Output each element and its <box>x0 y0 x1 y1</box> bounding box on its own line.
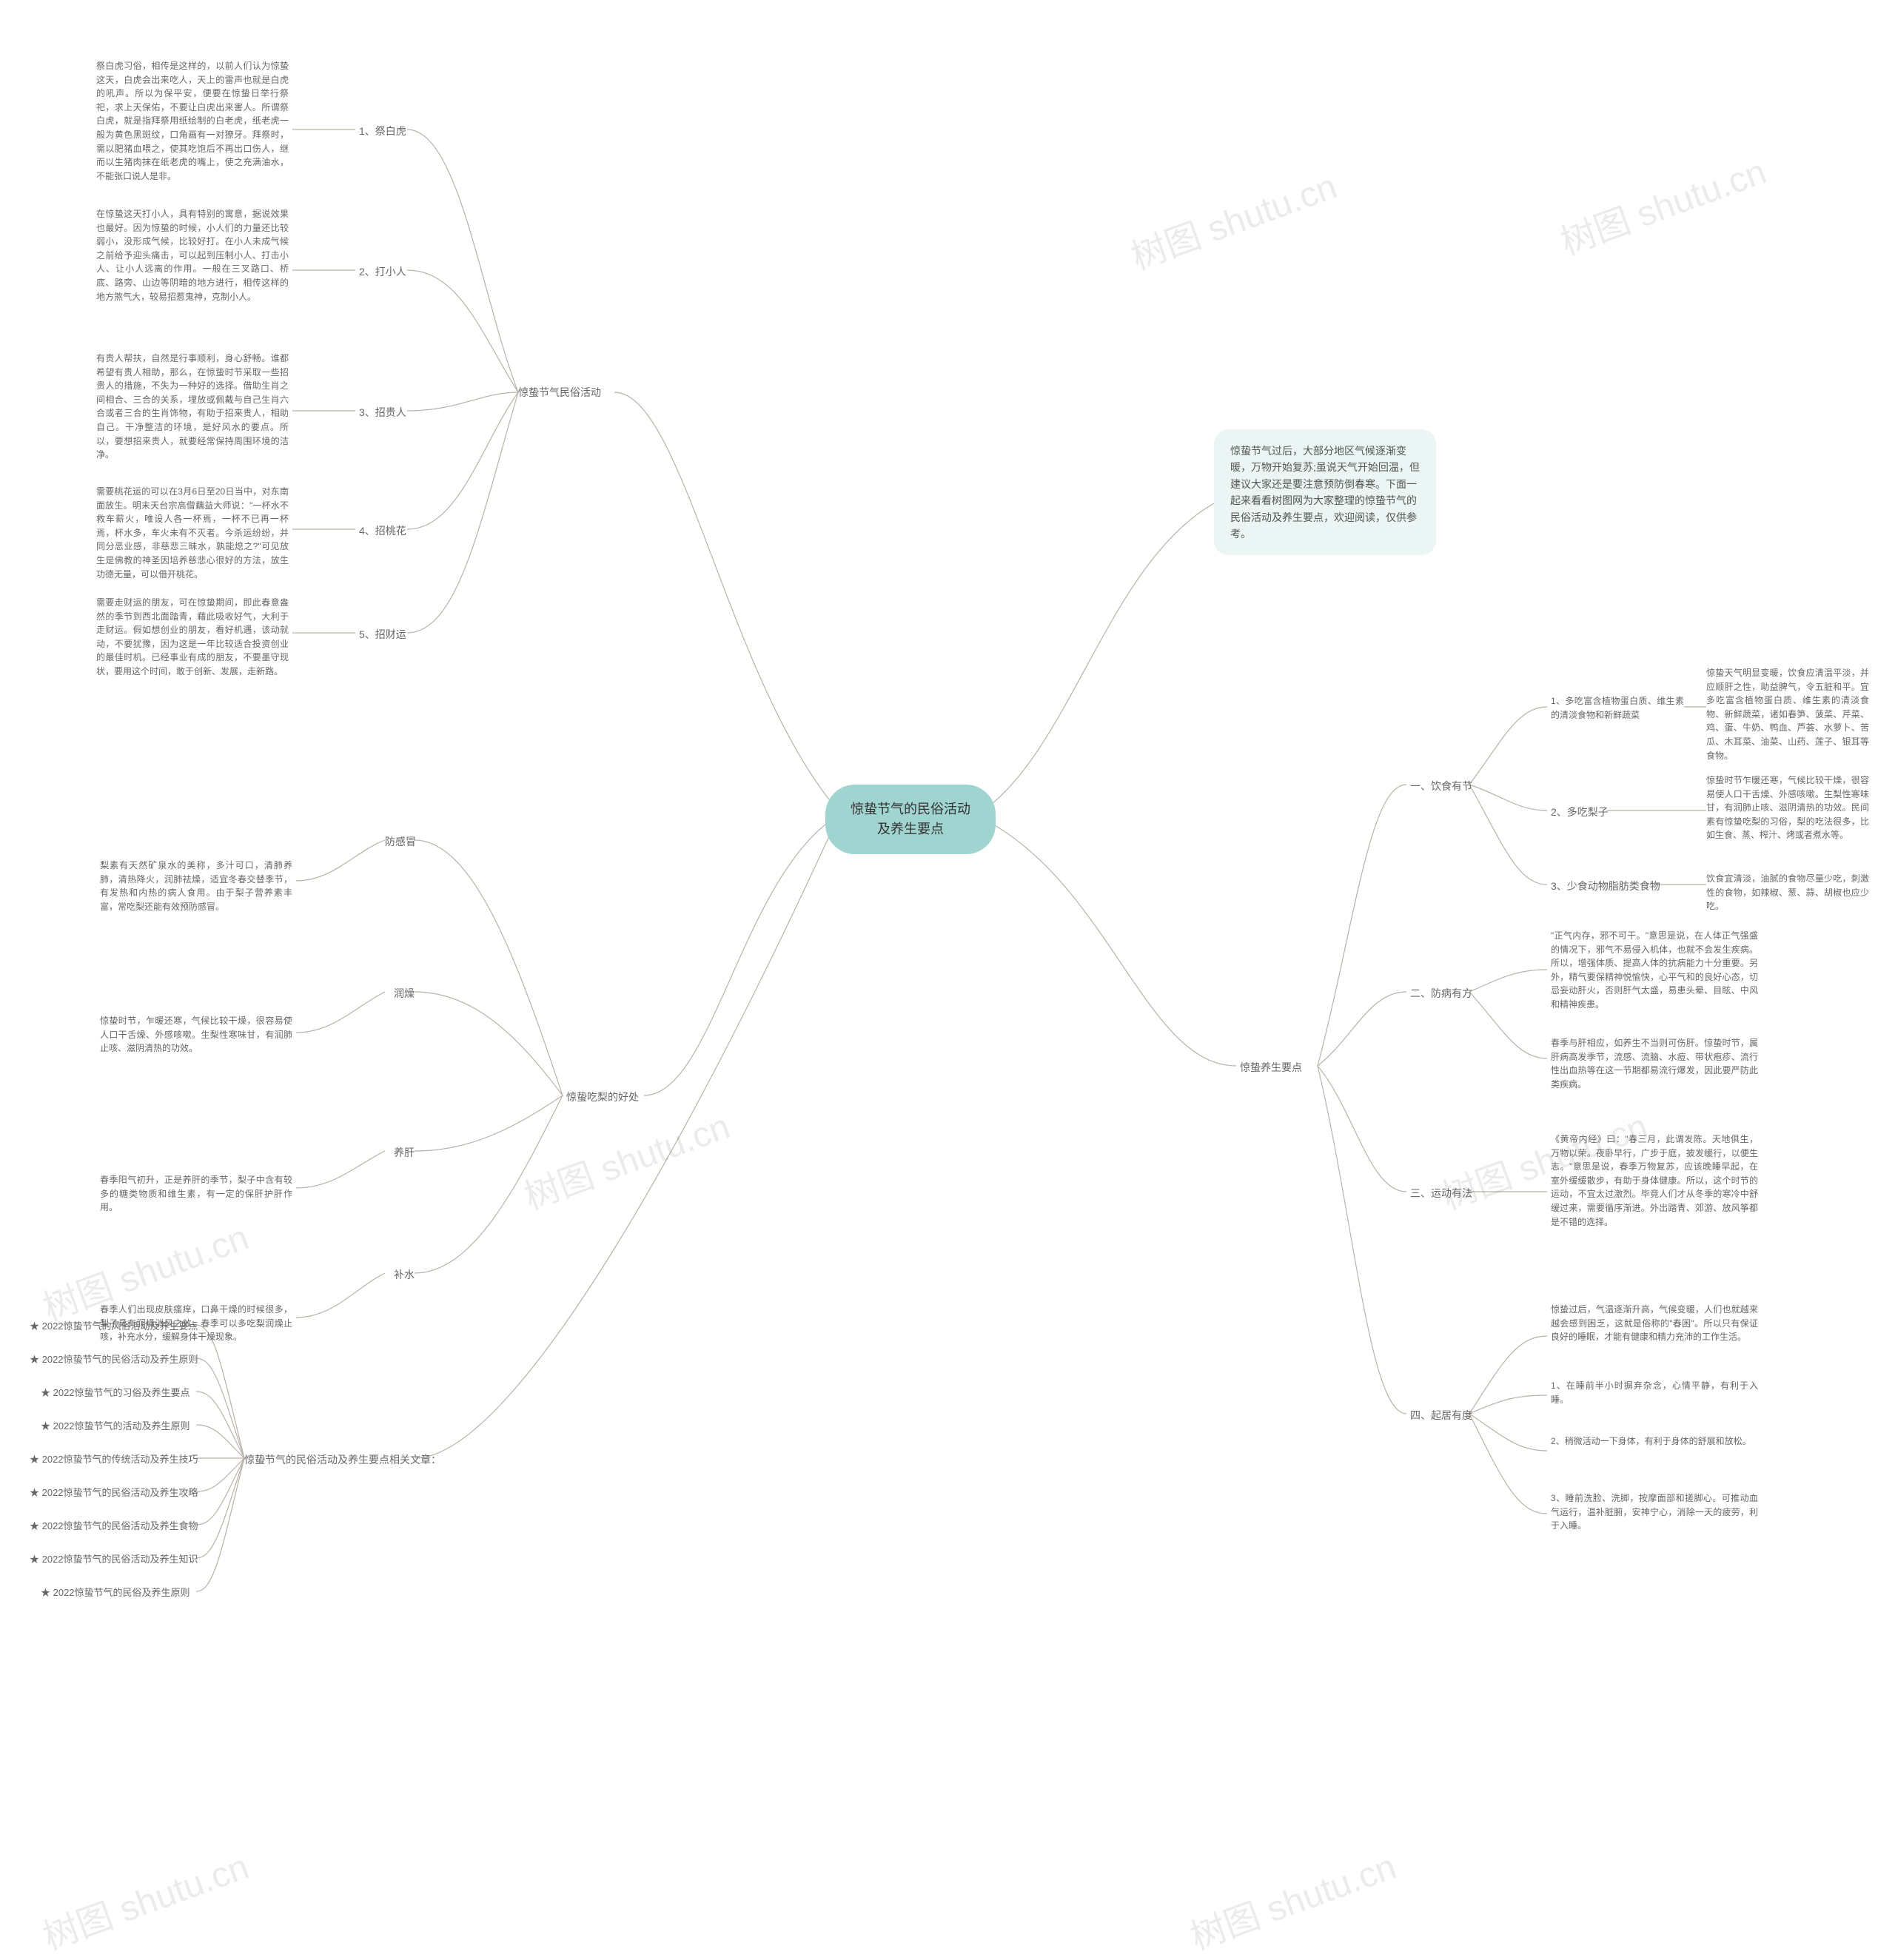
watermark: 树图 shutu.cn <box>35 1837 255 1959</box>
watermark: 树图 shutu.cn <box>1123 157 1343 279</box>
branch-folk[interactable]: 惊蛰节气民俗活动 <box>518 385 601 400</box>
folk-item-2-num: 2、打小人 <box>359 264 406 280</box>
pear-sub-3-text: 春季阳气初升，正是养肝的季节，梨子中含有较多的糖类物质和维生素，有一定的保肝护肝… <box>100 1173 292 1215</box>
diet-sub-3-desc: 饮食宜清淡，油腻的食物尽量少吃，刺激性的食物，如辣椒、葱、蒜、胡椒也应少吃。 <box>1706 872 1869 913</box>
related-item[interactable]: ★ 2022惊蛰节气的民俗活动及养生原则 <box>30 1352 198 1367</box>
health-disease-title: 二、防病有方 <box>1410 986 1472 1001</box>
related-item[interactable]: ★ 2022惊蛰节气的习俗及养生要点 <box>41 1386 190 1400</box>
health-diet-title: 一、饮食有节 <box>1410 779 1472 794</box>
pear-sub-2-title: 润燥 <box>394 986 415 1001</box>
diet-sub-1-desc: 惊蛰天气明显变暖，饮食应清温平淡，并应顺肝之性，助益脾气，令五脏和平。宜多吃富含… <box>1706 666 1869 762</box>
folk-item-1-text: 祭白虎习俗，相传是这样的，以前人们认为惊蛰这天，白虎会出来吃人，天上的雷声也就是… <box>96 59 289 183</box>
folk-item-5-text: 需要走财运的朋友，可在惊蛰期间，即此春意盎然的季节到西北面踏青，藉此吸收好气，大… <box>96 596 289 679</box>
folk-item-4-num: 4、招桃花 <box>359 523 406 539</box>
pear-sub-4-title: 补水 <box>394 1267 415 1283</box>
diet-sub-1-title: 1、多吃富含植物蛋白质、维生素的清淡食物和新鲜蔬菜 <box>1551 694 1684 722</box>
diet-sub-2-desc: 惊蛰时节乍暖还寒，气候比较干燥，很容易使人口干舌燥、外感咳嗽。生梨性寒味甘，有润… <box>1706 773 1869 842</box>
disease-text-1: "正气内存，邪不可干。"意思是说，在人体正气强盛的情况下，邪气不易侵入机体，也就… <box>1551 929 1758 1012</box>
related-item[interactable]: ★ 2022惊蛰节气的民俗活动及养生食物 <box>30 1519 198 1534</box>
branch-health[interactable]: 惊蛰养生要点 <box>1240 1060 1302 1075</box>
living-sub-3: 3、睡前洗脸、洗脚，按摩面部和搓脚心。可推动血气运行，温补脏腑，安神宁心，消除一… <box>1551 1491 1758 1533</box>
pear-sub-2-text: 惊蛰时节，乍暖还寒，气候比较干燥，很容易使人口干舌燥、外感咳嗽。生梨性寒味甘，有… <box>100 1014 292 1055</box>
intro-node: 惊蛰节气过后，大部分地区气候逐渐变暖，万物开始复苏;虽说天气开始回温，但建议大家… <box>1214 429 1436 555</box>
root-node[interactable]: 惊蛰节气的民俗活动及养生要点 <box>825 785 996 854</box>
health-living-title: 四、起居有度 <box>1410 1408 1472 1423</box>
folk-item-3-num: 3、招贵人 <box>359 405 406 420</box>
disease-text-2: 春季与肝相应，如养生不当则可伤肝。惊蛰时节，属肝病高发季节，流感、流脑、水痘、带… <box>1551 1036 1758 1091</box>
related-item[interactable]: ★ 2022惊蛰节气的民俗及养生原则 <box>41 1585 190 1600</box>
exercise-text: 《黄帝内经》曰："春三月，此谓发陈。天地俱生，万物以荣。夜卧早行，广步于庭，披发… <box>1551 1132 1758 1229</box>
health-exercise-title: 三、运动有法 <box>1410 1186 1472 1201</box>
living-text: 惊蛰过后，气温逐渐升高，气候变暖，人们也就越来越会感到困乏，这就是俗称的"春困"… <box>1551 1303 1758 1344</box>
folk-item-3-text: 有贵人帮扶，自然是行事顺利，身心舒畅。谁都希望有贵人相助，那么，在惊蛰时节采取一… <box>96 352 289 462</box>
related-item[interactable]: ★ 2022惊蛰节气的活动及养生原则 <box>41 1419 190 1434</box>
watermark: 树图 shutu.cn <box>1552 142 1772 264</box>
related-item[interactable]: ★ 2022惊蛰节气的民俗活动及养生攻略 <box>30 1486 198 1500</box>
branch-pear[interactable]: 惊蛰吃梨的好处 <box>566 1090 639 1105</box>
pear-sub-1-text: 梨素有天然矿泉水的美称，多汁可口，清肺养肺，清热降火，润肺祛燥，适宜冬春交替季节… <box>100 859 292 913</box>
related-item[interactable]: ★ 2022惊蛰节气的风俗活动及养生要点 <box>30 1319 198 1334</box>
related-item[interactable]: ★ 2022惊蛰节气的民俗活动及养生知识 <box>30 1552 198 1567</box>
living-sub-1: 1、在睡前半小时摒弃杂念，心情平静，有利于入睡。 <box>1551 1379 1758 1406</box>
watermark: 树图 shutu.cn <box>1182 1837 1402 1959</box>
diet-sub-3-title: 3、少食动物脂肪类食物 <box>1551 879 1660 894</box>
watermark: 树图 shutu.cn <box>516 1097 736 1219</box>
folk-item-2-text: 在惊蛰这天打小人，具有特别的寓意，据说效果也最好。因为惊蛰的时候，小人们的力量还… <box>96 207 289 303</box>
folk-item-4-text: 需要桃花运的可以在3月6日至20日当中，对东南面放生。明末天台宗高僧藕益大师说：… <box>96 485 289 581</box>
folk-item-5-num: 5、招财运 <box>359 627 406 642</box>
branch-related[interactable]: 惊蛰节气的民俗活动及养生要点相关文章： <box>244 1452 441 1468</box>
folk-item-1-num: 1、祭白虎 <box>359 124 406 139</box>
pear-sub-3-title: 养肝 <box>394 1145 415 1161</box>
pear-sub-1-title: 防感冒 <box>385 834 416 850</box>
diet-sub-2-title: 2、多吃梨子 <box>1551 805 1609 820</box>
living-sub-2: 2、稍微活动一下身体，有利于身体的舒展和放松。 <box>1551 1434 1758 1449</box>
related-item[interactable]: ★ 2022惊蛰节气的传统活动及养生技巧 <box>30 1452 198 1467</box>
